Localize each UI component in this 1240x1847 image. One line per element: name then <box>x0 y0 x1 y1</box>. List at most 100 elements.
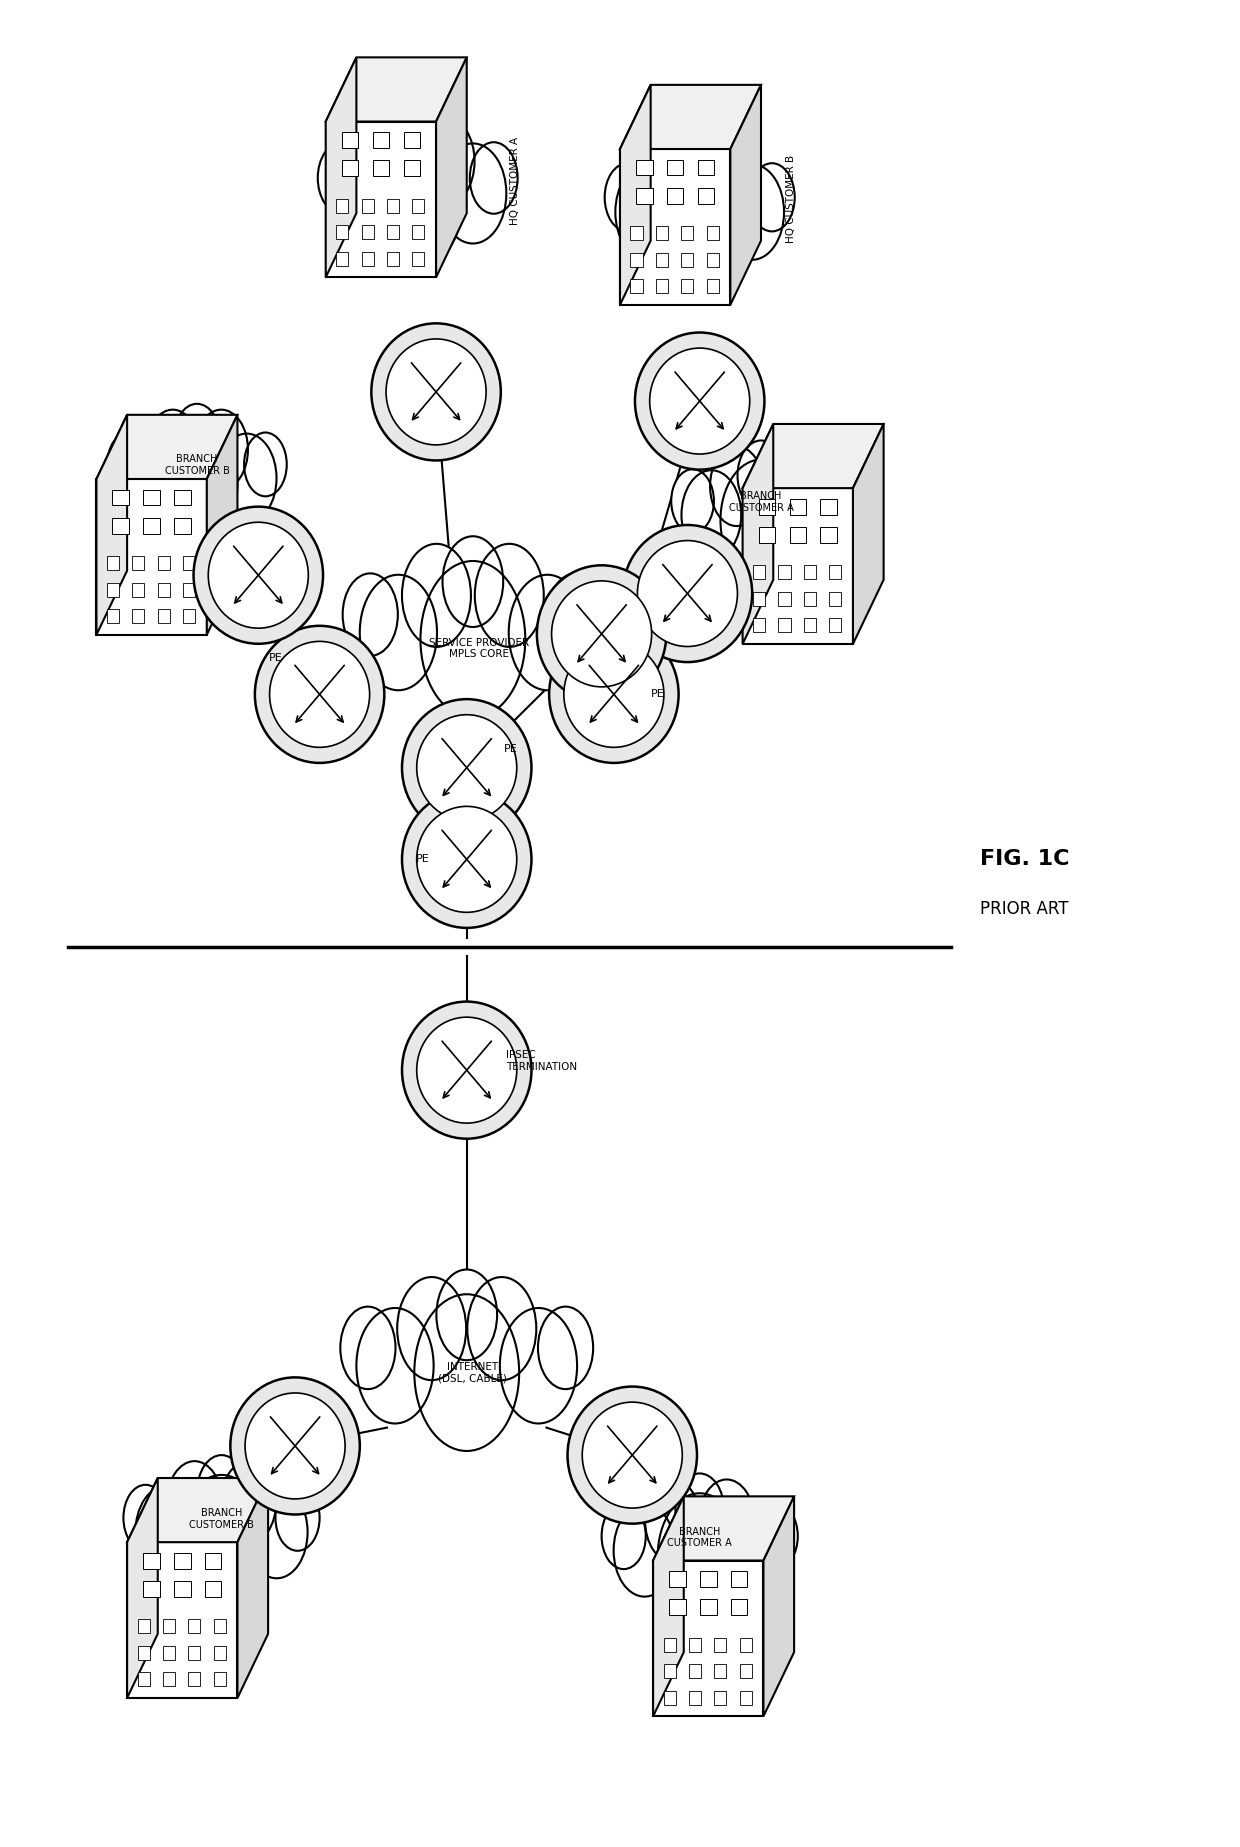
Polygon shape <box>620 85 651 305</box>
Polygon shape <box>387 199 399 212</box>
Polygon shape <box>143 1581 160 1596</box>
Polygon shape <box>689 1664 701 1679</box>
Text: BRANCH
CUSTOMER A: BRANCH CUSTOMER A <box>729 491 794 513</box>
Polygon shape <box>667 161 683 175</box>
Text: BRANCH
CUSTOMER B: BRANCH CUSTOMER B <box>165 454 229 477</box>
Polygon shape <box>670 1600 686 1614</box>
Circle shape <box>601 1503 646 1570</box>
Polygon shape <box>336 199 348 212</box>
Polygon shape <box>128 1542 237 1697</box>
Polygon shape <box>707 225 719 240</box>
Circle shape <box>340 1306 396 1389</box>
Polygon shape <box>630 225 642 240</box>
Circle shape <box>156 423 238 545</box>
Polygon shape <box>730 1572 748 1587</box>
Ellipse shape <box>637 541 738 646</box>
Polygon shape <box>387 251 399 266</box>
Polygon shape <box>342 133 358 148</box>
Circle shape <box>420 561 526 718</box>
Text: FIG. 1C: FIG. 1C <box>980 850 1069 870</box>
Polygon shape <box>413 199 424 212</box>
Polygon shape <box>620 150 730 305</box>
Circle shape <box>135 1485 197 1579</box>
Polygon shape <box>362 251 373 266</box>
Circle shape <box>414 1295 520 1452</box>
Circle shape <box>754 1503 797 1570</box>
Circle shape <box>167 1461 222 1544</box>
Polygon shape <box>653 1561 764 1716</box>
Polygon shape <box>413 225 424 238</box>
Text: BRANCH
CUSTOMER A: BRANCH CUSTOMER A <box>667 1527 732 1548</box>
Circle shape <box>615 164 680 260</box>
Circle shape <box>360 574 436 691</box>
Circle shape <box>402 543 471 646</box>
Text: PE: PE <box>417 855 430 864</box>
Polygon shape <box>184 610 195 622</box>
Polygon shape <box>205 1581 222 1596</box>
Circle shape <box>646 139 703 223</box>
Polygon shape <box>342 161 358 175</box>
Polygon shape <box>213 1620 226 1633</box>
Polygon shape <box>336 251 348 266</box>
Polygon shape <box>188 1620 201 1633</box>
Polygon shape <box>667 188 683 203</box>
Ellipse shape <box>402 791 532 927</box>
Ellipse shape <box>537 565 666 702</box>
Polygon shape <box>689 1638 701 1651</box>
Circle shape <box>329 144 396 244</box>
Polygon shape <box>326 57 466 122</box>
Ellipse shape <box>635 332 764 469</box>
Polygon shape <box>740 1690 751 1705</box>
Circle shape <box>645 1479 701 1563</box>
Polygon shape <box>821 526 837 543</box>
Polygon shape <box>138 1646 150 1660</box>
Circle shape <box>246 1485 308 1579</box>
Polygon shape <box>133 556 144 571</box>
Polygon shape <box>157 610 170 622</box>
Polygon shape <box>779 591 791 606</box>
Polygon shape <box>113 517 129 534</box>
Polygon shape <box>730 85 761 305</box>
Polygon shape <box>740 1638 751 1651</box>
Circle shape <box>372 131 463 268</box>
Polygon shape <box>636 161 652 175</box>
Circle shape <box>657 1492 742 1618</box>
Text: INTERNET
(DSL, CABLE): INTERNET (DSL, CABLE) <box>439 1361 507 1383</box>
Polygon shape <box>205 1553 222 1568</box>
Polygon shape <box>237 1478 268 1697</box>
Polygon shape <box>790 499 806 515</box>
Circle shape <box>682 471 742 560</box>
Ellipse shape <box>208 523 309 628</box>
Polygon shape <box>175 489 191 506</box>
Circle shape <box>508 574 587 691</box>
Polygon shape <box>403 133 420 148</box>
Ellipse shape <box>583 1402 682 1509</box>
Polygon shape <box>174 1581 191 1596</box>
Ellipse shape <box>417 1018 517 1123</box>
Circle shape <box>720 460 801 580</box>
Polygon shape <box>743 488 853 645</box>
Ellipse shape <box>255 626 384 763</box>
Polygon shape <box>138 1672 150 1686</box>
Circle shape <box>221 1461 277 1544</box>
Ellipse shape <box>402 1001 532 1140</box>
Polygon shape <box>759 499 775 515</box>
Circle shape <box>675 133 725 207</box>
Circle shape <box>614 1503 676 1596</box>
Polygon shape <box>373 161 389 175</box>
Circle shape <box>467 1276 536 1380</box>
Polygon shape <box>162 1672 175 1686</box>
Polygon shape <box>698 161 714 175</box>
Polygon shape <box>128 1478 157 1697</box>
Polygon shape <box>157 582 170 597</box>
Circle shape <box>356 1308 434 1424</box>
Ellipse shape <box>622 525 753 661</box>
Polygon shape <box>373 133 389 148</box>
Polygon shape <box>157 556 170 571</box>
Polygon shape <box>362 199 373 212</box>
Polygon shape <box>138 1620 150 1633</box>
Polygon shape <box>184 582 195 597</box>
Circle shape <box>436 1269 497 1359</box>
Circle shape <box>217 434 277 523</box>
Polygon shape <box>107 610 119 622</box>
